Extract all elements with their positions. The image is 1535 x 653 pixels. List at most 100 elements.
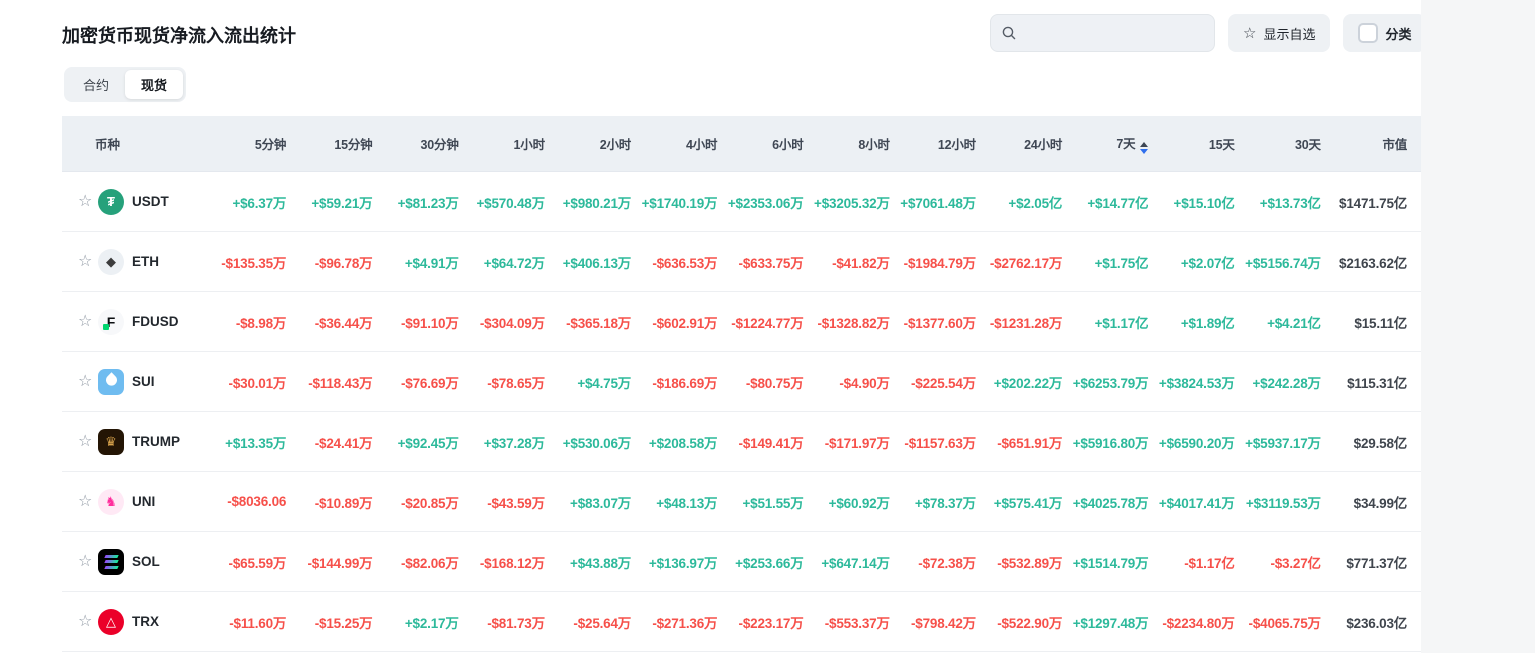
flow-value-cell: -$186.69万 [652, 375, 718, 391]
tab-contract[interactable]: 合约 [83, 78, 110, 93]
column-header-13[interactable]: 30天 [1295, 138, 1321, 152]
flow-value-cell: -$1377.60万 [903, 315, 977, 331]
flow-value-cell: +$5156.74万 [1245, 255, 1321, 271]
flow-value-cell: -$636.53万 [652, 255, 718, 271]
flow-value-cell: +$1740.19万 [641, 195, 718, 211]
column-header-2[interactable]: 15分钟 [334, 138, 373, 152]
column-header-7[interactable]: 6小时 [772, 138, 804, 152]
category-checkbox[interactable] [1358, 23, 1379, 43]
flow-value-cell: -$76.69万 [400, 375, 459, 391]
search-box[interactable] [990, 14, 1215, 52]
flow-value-cell: -$82.06万 [400, 555, 459, 571]
flow-value-cell: -$65.59万 [228, 555, 287, 571]
favorite-star-icon[interactable]: ☆ [78, 432, 93, 450]
market-cap-cell: $2163.62亿 [1339, 255, 1408, 271]
flow-value-cell: -$4.90万 [839, 375, 890, 391]
market-cap-cell: $771.37亿 [1346, 555, 1408, 571]
favorite-star-icon[interactable]: ☆ [78, 492, 93, 510]
flow-value-cell: +$4017.41万 [1158, 495, 1235, 511]
flow-value-cell: +$3205.32万 [814, 195, 890, 211]
column-header-9[interactable]: 12小时 [937, 138, 976, 152]
table-row[interactable]: ☆ ♛ TRUMP +$13.35万 -$24.41万 +$92.45万 +$37.28万 +… [62, 412, 1421, 472]
flow-value-cell: -$365.18万 [566, 315, 632, 331]
column-header-4[interactable]: 1小时 [513, 138, 546, 152]
table-row[interactable]: ☆ ♞ UNI -$8036.06 -$10.89万 -$20.85万 -$43.59万 +$… [62, 472, 1421, 532]
search-input[interactable] [1023, 25, 1193, 41]
market-cap-cell: $34.99亿 [1353, 495, 1408, 511]
table-row[interactable]: ☆ SOL -$65.59万 -$144.99万 -$82.06万 -$168.12万 +$… [62, 532, 1421, 592]
table-row[interactable]: ☆ SUI -$30.01万 -$118.43万 -$76.69万 -$78.65万 +$4… [62, 352, 1421, 412]
flow-value-cell: -$24.41万 [314, 435, 373, 451]
favorite-star-icon[interactable]: ☆ [78, 372, 93, 390]
flow-value-cell: -$25.64万 [573, 615, 632, 631]
table-row[interactable]: ☆ △ TRX -$11.60万 -$15.25万 +$2.17万 -$81.73万 -$25… [62, 592, 1421, 652]
flow-value-cell: +$7061.48万 [900, 195, 976, 211]
flow-value-cell: +$242.28万 [1252, 375, 1321, 391]
flow-value-cell: -$41.82万 [832, 255, 890, 271]
flow-value-cell: -$43.59万 [487, 495, 545, 511]
market-cap-cell: $115.31亿 [1347, 375, 1408, 391]
table-header-row: 币种 5分钟 15分钟 30分钟 1小时 2小时 4小时 6小时 8小时 12小时 24小时 7天 15… [62, 116, 1421, 172]
flow-value-cell: -$36.44万 [314, 315, 373, 331]
tab-spot[interactable]: 现货 [125, 70, 184, 99]
flow-value-cell: +$253.66万 [735, 555, 804, 571]
flow-value-cell: +$4.91万 [404, 255, 459, 271]
flow-value-cell: -$522.90万 [997, 615, 1063, 631]
table-row[interactable]: ☆ ₮ USDT +$6.37万 +$59.21万 +$81.23万 +$570.48万 +$… [62, 172, 1421, 232]
column-header-14[interactable]: 市值 [1382, 138, 1408, 152]
flow-value-cell: -$553.37万 [824, 615, 890, 631]
flow-table: 币种 5分钟 15分钟 30分钟 1小时 2小时 4小时 6小时 8小时 12小时 24小时 7天 15… [62, 116, 1421, 652]
sort-arrows-icon[interactable] [1140, 142, 1149, 154]
favorite-star-icon[interactable]: ☆ [78, 312, 93, 330]
show-favorites-label: 显示自选 [1263, 26, 1316, 42]
column-header-5[interactable]: 2小时 [599, 138, 632, 152]
favorite-star-icon[interactable]: ☆ [78, 192, 93, 210]
flow-value-cell: -$20.85万 [400, 495, 459, 511]
coin-symbol: SOL [132, 554, 160, 569]
sui-logo [98, 368, 124, 395]
flow-value-cell: -$144.99万 [307, 555, 373, 571]
flow-value-cell: +$647.14万 [821, 555, 890, 571]
star-icon: ☆ [1243, 24, 1257, 42]
flow-value-cell: +$208.58万 [648, 435, 718, 451]
flow-value-cell: +$2.17万 [404, 615, 459, 631]
show-favorites-button[interactable]: ☆ 显示自选 [1228, 14, 1331, 52]
table-row[interactable]: ☆ ◆ ETH -$135.35万 -$96.78万 +$4.91万 +$64.72万 +$4… [62, 232, 1421, 292]
flow-value-cell: +$1.89亿 [1180, 315, 1235, 331]
flow-value-cell: -$15.25万 [314, 615, 373, 631]
column-header-12[interactable]: 15天 [1208, 138, 1235, 152]
flow-value-cell: +$51.55万 [742, 495, 804, 511]
flow-value-cell: +$2353.06万 [727, 195, 804, 211]
flow-value-cell: +$5937.17万 [1245, 435, 1321, 451]
flow-value-cell: -$2234.80万 [1162, 615, 1235, 631]
column-header-3[interactable]: 30分钟 [420, 138, 459, 152]
column-header-6[interactable]: 4小时 [685, 138, 718, 152]
flow-value-cell: -$171.97万 [824, 435, 890, 451]
favorite-star-icon[interactable]: ☆ [78, 552, 93, 570]
favorite-star-icon[interactable]: ☆ [78, 612, 93, 630]
flow-value-cell: +$64.72万 [483, 255, 545, 271]
column-header-10[interactable]: 24小时 [1024, 138, 1063, 152]
flow-value-cell: +$1297.48万 [1072, 615, 1149, 631]
flow-value-cell: +$1.17亿 [1094, 315, 1149, 331]
column-header-coin[interactable]: 币种 [95, 138, 121, 152]
table-row[interactable]: ☆ F FDUSD -$8.98万 -$36.44万 -$91.10万 -$304.09万 -… [62, 292, 1421, 352]
category-label: 分类 [1385, 26, 1412, 42]
flow-value-cell: -$1.17亿 [1184, 555, 1235, 571]
flow-value-cell: +$6.37万 [232, 195, 287, 211]
flow-value-cell: -$91.10万 [400, 315, 459, 331]
flow-value-cell: -$4065.75万 [1248, 615, 1322, 631]
flow-value-cell: -$633.75万 [738, 255, 804, 271]
column-header-8[interactable]: 8小时 [858, 138, 890, 152]
column-header-1[interactable]: 5分钟 [254, 138, 287, 152]
favorite-star-icon[interactable]: ☆ [78, 252, 93, 270]
category-button[interactable]: 分类 [1343, 14, 1427, 52]
flow-value-cell: +$4025.78万 [1072, 495, 1149, 511]
flow-value-cell: -$1231.28万 [989, 315, 1063, 331]
coin-symbol: TRUMP [132, 434, 180, 449]
uni-logo: ♞ [98, 488, 124, 515]
flow-value-cell: -$225.54万 [910, 375, 976, 391]
flow-value-cell: -$1984.79万 [903, 255, 977, 271]
fdusd-logo: F [98, 308, 124, 335]
column-header-11[interactable]: 7天 [1062, 133, 1149, 154]
